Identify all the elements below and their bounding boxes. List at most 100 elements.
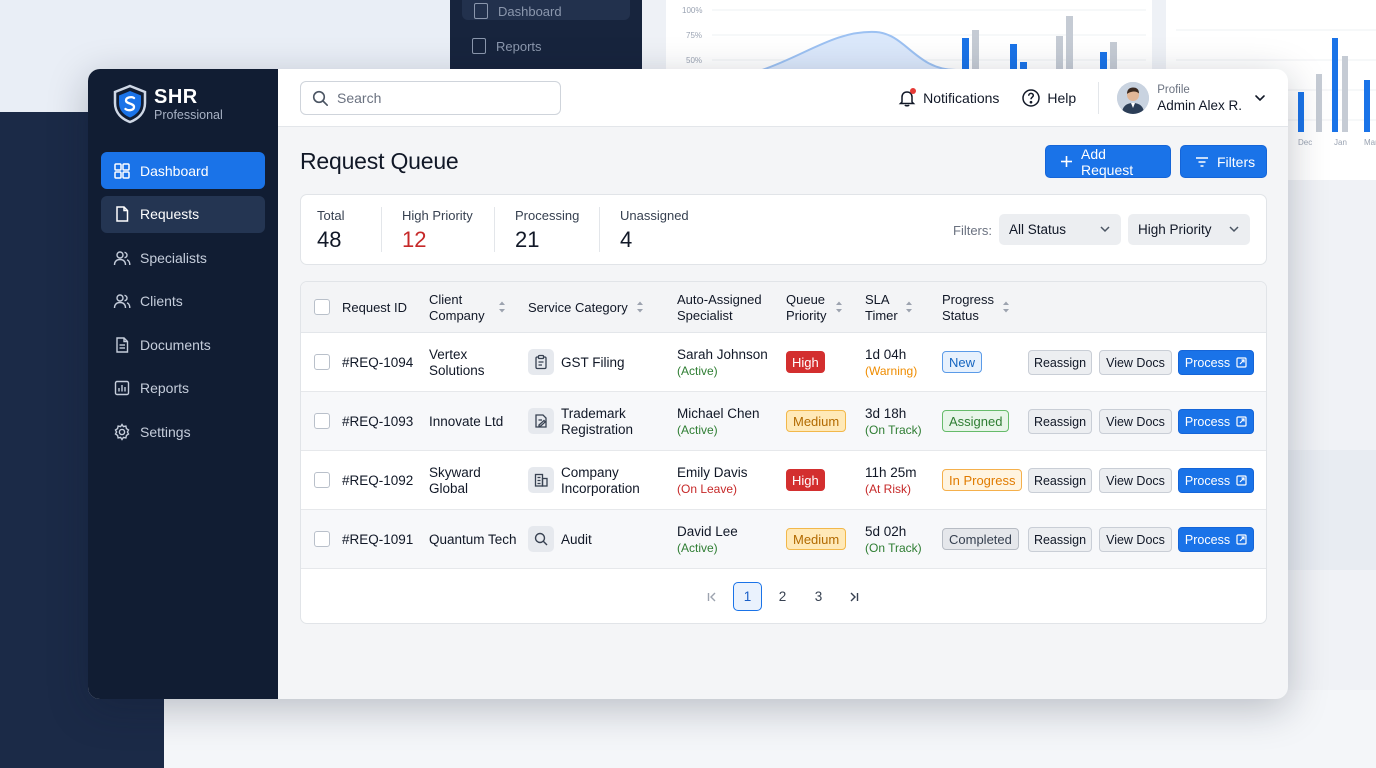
stat-total: Total 48 — [317, 208, 344, 253]
search-input[interactable] — [337, 90, 537, 106]
external-link-icon — [1236, 416, 1247, 427]
client-company: Innovate Ltd — [429, 414, 504, 429]
chevron-down-icon — [1255, 95, 1265, 102]
view-docs-button[interactable]: View Docs — [1099, 409, 1172, 434]
last-page-button[interactable] — [839, 582, 868, 611]
chevron-down-icon — [1100, 226, 1110, 233]
view-docs-button[interactable]: View Docs — [1099, 527, 1172, 552]
assigned-specialist: Michael Chen (Active) — [677, 406, 760, 437]
service-category: GST Filing — [561, 355, 625, 370]
background-floor — [164, 690, 1376, 768]
sidebar-item-settings[interactable]: Settings — [101, 413, 265, 450]
sort-icon[interactable] — [905, 300, 913, 314]
profile-menu[interactable]: Profile Admin Alex R. — [1117, 82, 1266, 114]
help-button[interactable]: Help — [1021, 88, 1076, 108]
profile-name: Admin Alex R. — [1157, 98, 1242, 113]
assigned-specialist: Sarah Johnson (Active) — [677, 347, 768, 378]
sidebar-item-clients[interactable]: Clients — [101, 283, 265, 320]
sort-icon[interactable] — [498, 300, 506, 314]
sla-timer: 3d 18h (On Track) — [865, 406, 922, 437]
building-icon — [528, 467, 554, 493]
document-icon — [113, 205, 131, 223]
status-badge: New — [942, 351, 983, 373]
process-button[interactable]: Process — [1178, 527, 1254, 552]
row-checkbox[interactable] — [314, 472, 330, 488]
bell-icon — [897, 88, 917, 108]
svg-text:Mar: Mar — [1364, 138, 1376, 147]
process-button[interactable]: Process — [1178, 350, 1254, 375]
reassign-button[interactable]: Reassign — [1028, 409, 1092, 434]
sidebar-item-specialists[interactable]: Specialists — [101, 239, 265, 276]
request-id: #REQ-1094 — [342, 355, 414, 370]
filters-button[interactable]: Filters — [1180, 145, 1267, 178]
sort-icon[interactable] — [636, 300, 644, 314]
page-button[interactable]: 3 — [814, 589, 823, 604]
status-filter-select[interactable]: All Status — [999, 214, 1121, 245]
column-header-client-company[interactable]: Client Company — [429, 292, 485, 323]
column-header-service-category[interactable]: Service Category — [528, 300, 628, 315]
sort-icon[interactable] — [1002, 300, 1010, 314]
status-badge: Completed — [942, 528, 1019, 550]
process-button[interactable]: Process — [1178, 409, 1254, 434]
table-row[interactable]: #REQ-1094 Vertex Solutions GST Filing Sar… — [301, 333, 1266, 392]
filters-inline-label: Filters: — [953, 223, 992, 238]
column-header-sla-timer[interactable]: SLA Timer — [865, 292, 898, 323]
select-all-checkbox[interactable] — [314, 299, 330, 315]
priority-filter-select[interactable]: High Priority — [1128, 214, 1250, 245]
page-button[interactable]: 1 — [733, 582, 762, 611]
chevron-last-icon — [850, 592, 858, 601]
process-button[interactable]: Process — [1178, 468, 1254, 493]
stat-value: 12 — [402, 227, 427, 252]
divider — [381, 207, 382, 252]
brand-name: SHR — [154, 86, 198, 108]
top-bar: Notifications Help — [278, 69, 1288, 127]
sidebar-item-label: Clients — [140, 293, 183, 309]
table-row[interactable]: #REQ-1091 Quantum Tech Audit David Lee (A… — [301, 510, 1266, 569]
sidebar-item-requests[interactable]: Requests — [101, 195, 265, 233]
service-category: Company Incorporation — [561, 465, 640, 496]
service-category: Trademark Registration — [561, 406, 634, 437]
view-docs-button[interactable]: View Docs — [1099, 350, 1172, 375]
first-page-button[interactable] — [697, 582, 726, 611]
search-box[interactable] — [300, 81, 561, 115]
sort-icon[interactable] — [835, 300, 843, 314]
notifications-button[interactable]: Notifications — [897, 88, 999, 108]
row-checkbox[interactable] — [314, 531, 330, 547]
svg-text:Dec: Dec — [1298, 138, 1312, 147]
sidebar-item-dashboard[interactable]: Dashboard — [101, 152, 265, 189]
divider — [599, 207, 600, 252]
external-link-icon — [1236, 357, 1247, 368]
view-docs-button[interactable]: View Docs — [1099, 468, 1172, 493]
add-request-button[interactable]: Add Request — [1045, 145, 1171, 178]
row-checkbox[interactable] — [314, 413, 330, 429]
reassign-button[interactable]: Reassign — [1028, 350, 1092, 375]
help-icon — [1021, 88, 1041, 108]
service-category: Audit — [561, 532, 592, 547]
sidebar-item-reports[interactable]: Reports — [101, 370, 265, 407]
column-header-specialist[interactable]: Auto-Assigned Specialist — [677, 292, 762, 323]
client-company: Vertex Solutions — [429, 347, 485, 378]
stat-label: Unassigned — [620, 208, 689, 223]
stat-value: 4 — [620, 227, 633, 252]
stat-value: 21 — [515, 227, 540, 252]
reassign-button[interactable]: Reassign — [1028, 468, 1092, 493]
shield-logo-icon — [113, 84, 147, 124]
row-checkbox[interactable] — [314, 354, 330, 370]
brand-logo[interactable]: SHR Professional — [112, 84, 223, 124]
requests-table: Request ID Client Company Service Categor… — [300, 281, 1267, 624]
stat-label: Total — [317, 208, 345, 223]
brand-subtitle: Professional — [154, 108, 223, 122]
svg-text:75%: 75% — [686, 31, 702, 40]
page-button[interactable]: 2 — [778, 589, 787, 604]
stats-bar: Total 48 High Priority 12 Processing 21 … — [300, 194, 1267, 265]
column-header-progress-status[interactable]: Progress Status — [942, 292, 995, 323]
reassign-button[interactable]: Reassign — [1028, 527, 1092, 552]
pagination: 1 2 3 — [301, 571, 1266, 623]
column-header-request-id[interactable]: Request ID — [342, 300, 408, 315]
sidebar-item-documents[interactable]: Documents — [101, 326, 265, 363]
column-header-queue-priority[interactable]: Queue Priority — [786, 292, 827, 323]
table-row[interactable]: #REQ-1093 Innovate Ltd Trademark Registra… — [301, 392, 1266, 451]
top-actions: Notifications Help — [897, 69, 1288, 127]
help-label: Help — [1047, 90, 1077, 106]
table-row[interactable]: #REQ-1092 Skyward Global Company Incorpora… — [301, 451, 1266, 510]
